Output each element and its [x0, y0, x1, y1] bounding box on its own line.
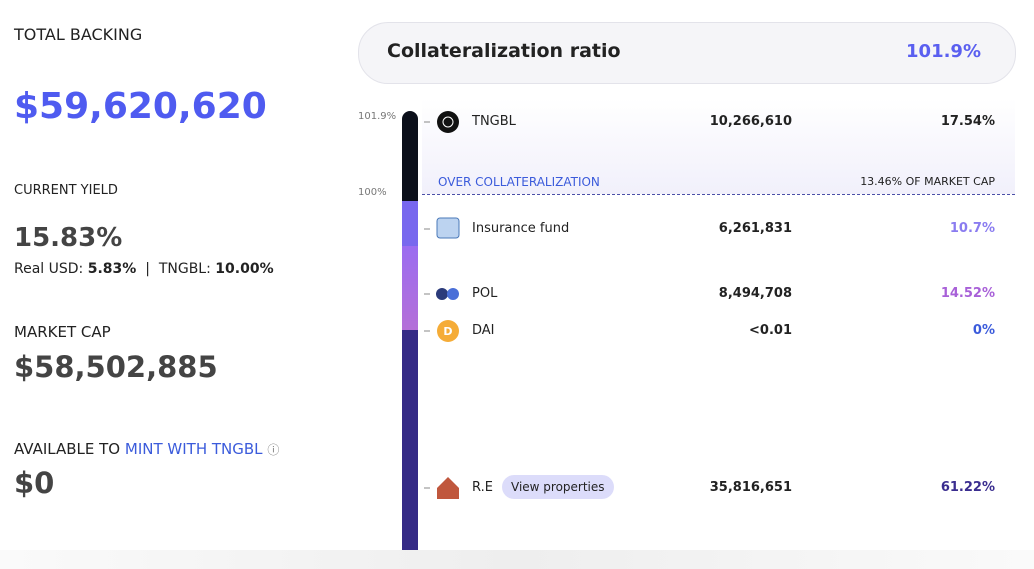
label: AVAILABLE TO — [14, 440, 121, 458]
label: TNGBL: — [158, 261, 211, 277]
segment — [402, 111, 418, 201]
scale-label: 100% — [358, 187, 387, 198]
ratio-card — [358, 22, 1016, 84]
segment — [402, 330, 418, 550]
ratio-title: Collateralization ratio — [387, 40, 621, 62]
row-name: R.E — [472, 480, 493, 495]
view-button[interactable]: View properties — [502, 475, 614, 499]
yield: 15.83% — [14, 223, 123, 253]
value: 10.00% — [215, 261, 274, 277]
row-amount: 10,266,610 — [709, 114, 792, 129]
yield-breakdown: Real USD: 5.83% | TNGBL: 10.00% — [14, 262, 274, 276]
label: MARKET CAP — [14, 323, 111, 341]
row-amount: <0.01 — [749, 323, 792, 338]
row-amount: 6,261,831 — [718, 221, 792, 236]
label: Real USD: — [14, 261, 84, 277]
row-name: DAI — [472, 323, 495, 338]
row-share: 10.7% — [949, 221, 995, 236]
ratio-value: 101.9% — [906, 41, 981, 62]
divider — [422, 194, 1015, 195]
total-backing: $59,620,620 — [14, 86, 267, 127]
over-area — [422, 98, 1015, 194]
value: 5.83% — [87, 261, 137, 277]
stack-bar — [402, 111, 418, 550]
row-share: 0% — [972, 323, 995, 338]
segment — [402, 201, 418, 246]
row-share: 17.54% — [940, 114, 995, 129]
icons: D — [424, 111, 460, 499]
mint-link[interactable]: MINT WITH TNGBL — [124, 440, 263, 458]
market-cap: $58,502,885 — [14, 350, 218, 384]
scale-label: 101.9% — [358, 111, 397, 122]
row-amount: 8,494,708 — [718, 286, 792, 301]
svg-text:D: D — [443, 325, 452, 338]
footer-strip — [0, 550, 1034, 569]
label: CURRENT YIELD — [14, 183, 118, 198]
label: TOTAL BACKING — [14, 25, 143, 44]
segment — [402, 246, 418, 330]
available: AVAILABLE TO MINT WITH TNGBL ⓘ — [14, 442, 279, 457]
row-name: TNGBL — [472, 114, 516, 129]
separator: | — [145, 261, 150, 277]
row-share: 61.22% — [940, 480, 995, 495]
available-value: $0 — [14, 466, 55, 500]
row-name: POL — [472, 286, 498, 301]
over-note: 13.46% OF MARKET CAP — [860, 175, 995, 188]
row-amount: 35,816,651 — [709, 480, 792, 495]
over-label: OVER COLLATERALIZATION — [438, 175, 600, 189]
row-name: Insurance fund — [472, 221, 570, 236]
row-share: 14.52% — [940, 286, 995, 301]
info-icon[interactable]: ⓘ — [267, 443, 280, 457]
